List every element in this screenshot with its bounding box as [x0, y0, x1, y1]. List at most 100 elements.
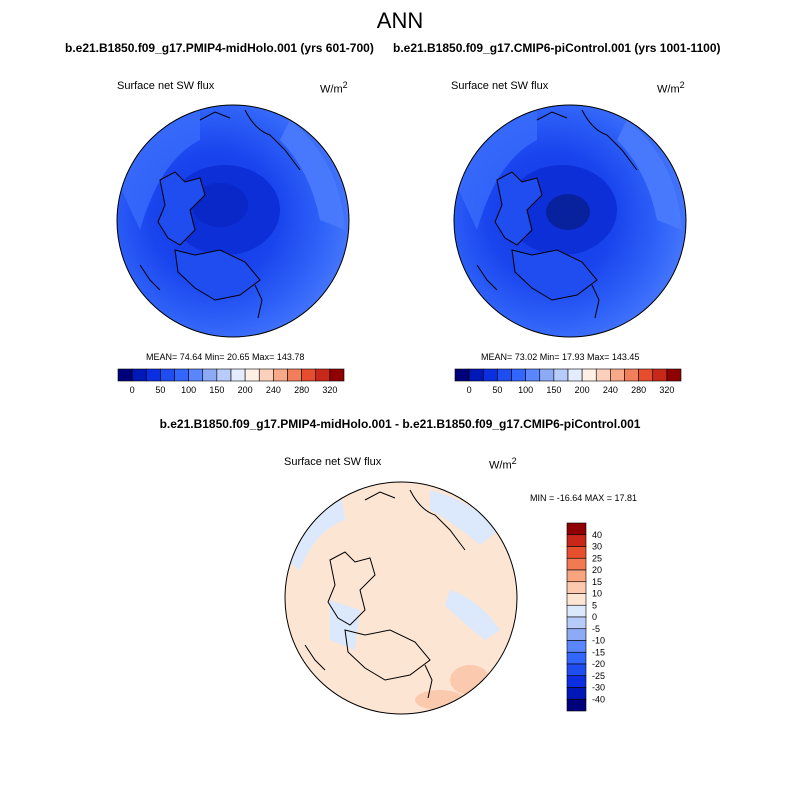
left-arctic-core: [192, 183, 248, 227]
diff-negative-region: [430, 490, 500, 545]
left-coastline: [139, 264, 263, 319]
diff-colorbar-tick: 30: [592, 542, 602, 552]
diff-colorbar-tick: 40: [592, 530, 602, 540]
right-map-band: [617, 120, 682, 230]
left-map-band: [280, 120, 345, 230]
right-colorbar-box: [539, 368, 555, 382]
diff-colorbar-box: [566, 687, 587, 700]
right-colorbar-box: [454, 368, 470, 382]
diff-colorbar-tick: 0: [592, 612, 597, 622]
diff-coastline: [304, 644, 433, 699]
right-colorbar-box: [610, 368, 625, 382]
right-map-border: [453, 104, 687, 338]
left-colorbar-box: [145, 368, 161, 382]
left-colorbar-box: [301, 368, 317, 382]
diff-coastline: [344, 629, 431, 681]
left-colorbar-box: [117, 368, 133, 382]
diff-colorbar-tick: 10: [592, 589, 602, 599]
diff-colorbar-box: [566, 628, 587, 641]
right-colorbar-tick: 280: [631, 385, 646, 395]
diff-colorbar-box: [566, 534, 587, 547]
diff-negative-region: [445, 590, 500, 640]
right-colorbar-tick: 240: [603, 385, 618, 395]
left-colorbar-tick: 100: [181, 385, 196, 395]
left-map-border: [116, 104, 350, 338]
left-colorbar-tick: 50: [155, 385, 165, 395]
diff-negative-region: [285, 490, 345, 570]
diff-colorbar-tick: -30: [592, 683, 605, 693]
right-colorbar-box: [581, 368, 597, 382]
diff-minmax: MIN = -16.64 MAX = 17.81: [530, 493, 638, 503]
diff-colorbar-box: [566, 651, 587, 665]
diff-colorbar-tick: -40: [592, 694, 605, 704]
left-colorbar-tick: 150: [209, 385, 224, 395]
left-colorbar-box: [216, 368, 232, 382]
left-colorbar-tick: 0: [130, 385, 135, 395]
right-colorbar-tick: 320: [659, 385, 674, 395]
right-colorbar-box: [468, 368, 484, 382]
diff-colorbar-tick: -10: [592, 636, 605, 646]
right-stats: MEAN= 73.02 Min= 17.93 Max= 143.45: [481, 352, 640, 362]
left-units-label: W/m2: [320, 80, 348, 96]
left-map-band: [117, 110, 200, 230]
diff-colorbar-box: [566, 557, 587, 571]
right-units-label: W/m2: [657, 80, 685, 96]
right-colorbar-box: [567, 368, 583, 382]
diff-colorbar-box: [566, 581, 587, 594]
diff-colorbar-box: [566, 546, 587, 559]
right-colorbar-tick: 200: [575, 385, 590, 395]
left-coastline: [174, 249, 261, 301]
right-colorbar-box: [652, 368, 668, 382]
left-colorbar-box: [174, 368, 189, 382]
diff-positive-region: [450, 665, 490, 695]
diff-panel-header: b.e21.B1850.f09_g17.PMIP4-midHolo.001 - …: [159, 417, 641, 431]
right-colorbar-box: [595, 368, 611, 382]
left-colorbar-box: [131, 368, 147, 382]
diff-colorbar-box: [566, 616, 587, 630]
right-coastline: [511, 249, 598, 301]
right-colorbar-box: [666, 368, 682, 382]
right-variable-label: Surface net SW flux: [451, 80, 549, 92]
right-colorbar-tick: 150: [546, 385, 561, 395]
right-colorbar-tick: 0: [467, 385, 472, 395]
right-map-band: [454, 110, 537, 230]
diff-colorbar-box: [566, 604, 587, 618]
diff-colorbar-tick: 20: [592, 565, 602, 575]
diff-colorbar-box: [566, 663, 587, 677]
left-panel-header: b.e21.B1850.f09_g17.PMIP4-midHolo.001 (y…: [65, 41, 374, 55]
diff-colorbar-tick: 5: [592, 600, 597, 610]
right-panel-header: b.e21.B1850.f09_g17.CMIP6-piControl.001 …: [393, 41, 721, 55]
left-colorbar-tick: 240: [266, 385, 281, 395]
left-colorbar-tick: 320: [322, 385, 337, 395]
diff-colorbar-box: [566, 675, 587, 688]
left-colorbar-box: [287, 368, 302, 382]
right-colorbar-tick: 100: [518, 385, 533, 395]
diff-colorbar-box: [566, 640, 587, 653]
diff-colorbar-tick: -25: [592, 671, 605, 681]
diff-polar-map: [284, 481, 518, 715]
left-colorbar-box: [244, 368, 260, 382]
left-colorbar-box: [315, 368, 331, 382]
diff-colorbar-tick: -15: [592, 647, 605, 657]
right-colorbar-box: [638, 368, 654, 382]
diff-colorbar-tick: -20: [592, 659, 605, 669]
left-colorbar-box: [202, 368, 218, 382]
diff-colorbar-box: [566, 698, 587, 712]
diff-variable-label: Surface net SW flux: [284, 456, 382, 468]
left-colorbar-box: [258, 368, 274, 382]
right-coastline: [476, 264, 600, 319]
left-colorbar-box: [329, 368, 345, 382]
right-polar-map: [453, 104, 687, 338]
left-colorbar-box: [230, 368, 246, 382]
right-colorbar-box: [511, 368, 526, 382]
diff-map-border: [284, 481, 518, 715]
right-arctic-core: [546, 194, 590, 230]
left-colorbar-tick: 280: [294, 385, 309, 395]
right-coastline: [494, 171, 543, 246]
right-colorbar-box: [482, 368, 498, 382]
diff-colorbar-box: [566, 522, 587, 536]
left-polar-map: [116, 104, 350, 338]
right-colorbar-box: [624, 368, 639, 382]
